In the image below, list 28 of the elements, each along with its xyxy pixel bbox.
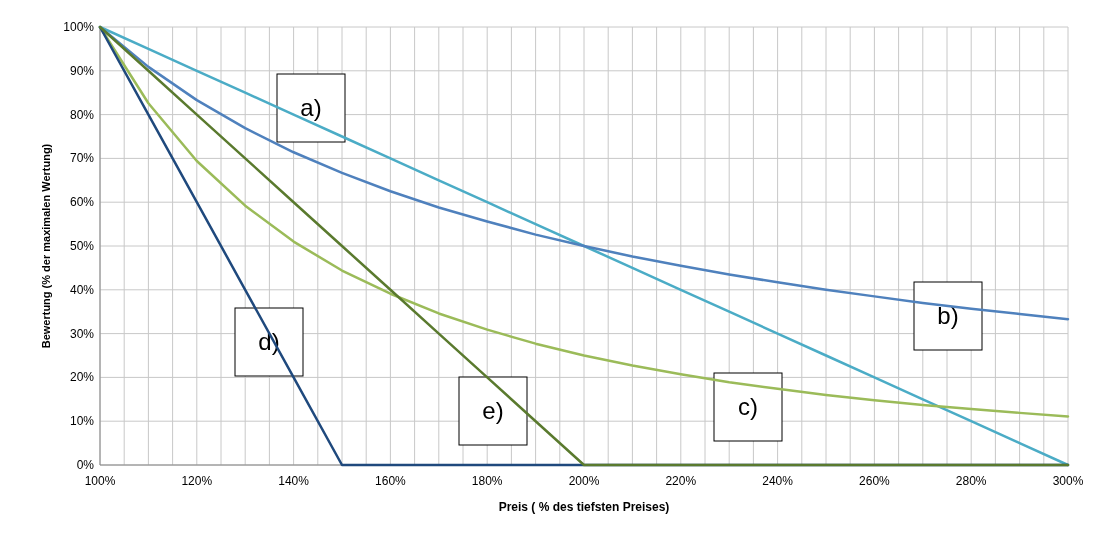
x-tick-label: 140%	[278, 474, 310, 488]
x-tick-label: 300%	[1052, 474, 1084, 488]
y-tick-label: 20%	[69, 370, 95, 385]
y-axis-title: Bewertung (% der maximalen Wertung)	[40, 143, 52, 349]
series-label: c)	[738, 393, 758, 420]
x-tick-label: 280%	[955, 474, 987, 488]
x-tick-label: 200%	[568, 474, 600, 488]
y-tick-label: 100%	[63, 20, 95, 34]
x-tick-label: 120%	[181, 474, 213, 488]
series-label: b)	[937, 302, 959, 329]
x-tick-label: 180%	[471, 474, 503, 488]
x-tick-label: 100%	[84, 474, 116, 488]
series-label: a)	[300, 94, 322, 121]
y-tick-label: 90%	[69, 63, 95, 78]
series-label: e)	[482, 397, 504, 424]
x-tick-label: 260%	[859, 474, 891, 488]
y-tick-label: 0%	[76, 458, 95, 472]
y-tick-label: 60%	[69, 195, 95, 210]
y-tick-label: 70%	[69, 151, 95, 166]
x-tick-label: 160%	[375, 474, 407, 488]
y-tick-label: 40%	[69, 282, 95, 297]
x-axis-title: Preis ( % des tiefsten Preises)	[498, 500, 670, 514]
x-tick-label: 240%	[762, 474, 794, 488]
x-tick-label: 220%	[665, 474, 697, 488]
y-tick-label: 10%	[69, 414, 95, 429]
y-tick-label: 50%	[69, 239, 95, 253]
y-tick-label: 80%	[69, 107, 95, 122]
y-tick-label: 30%	[69, 326, 95, 341]
